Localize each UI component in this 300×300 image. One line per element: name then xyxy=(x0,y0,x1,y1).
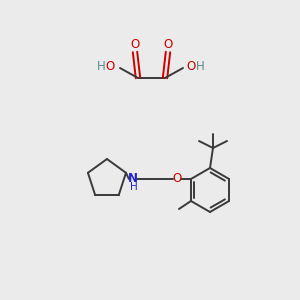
Text: O: O xyxy=(130,38,140,52)
Text: O: O xyxy=(186,59,196,73)
Text: H: H xyxy=(97,59,105,73)
Text: O: O xyxy=(172,172,182,185)
Text: O: O xyxy=(164,38,172,52)
Text: O: O xyxy=(105,59,115,73)
Text: H: H xyxy=(196,59,204,73)
Text: H: H xyxy=(130,182,138,192)
Text: N: N xyxy=(128,172,138,185)
